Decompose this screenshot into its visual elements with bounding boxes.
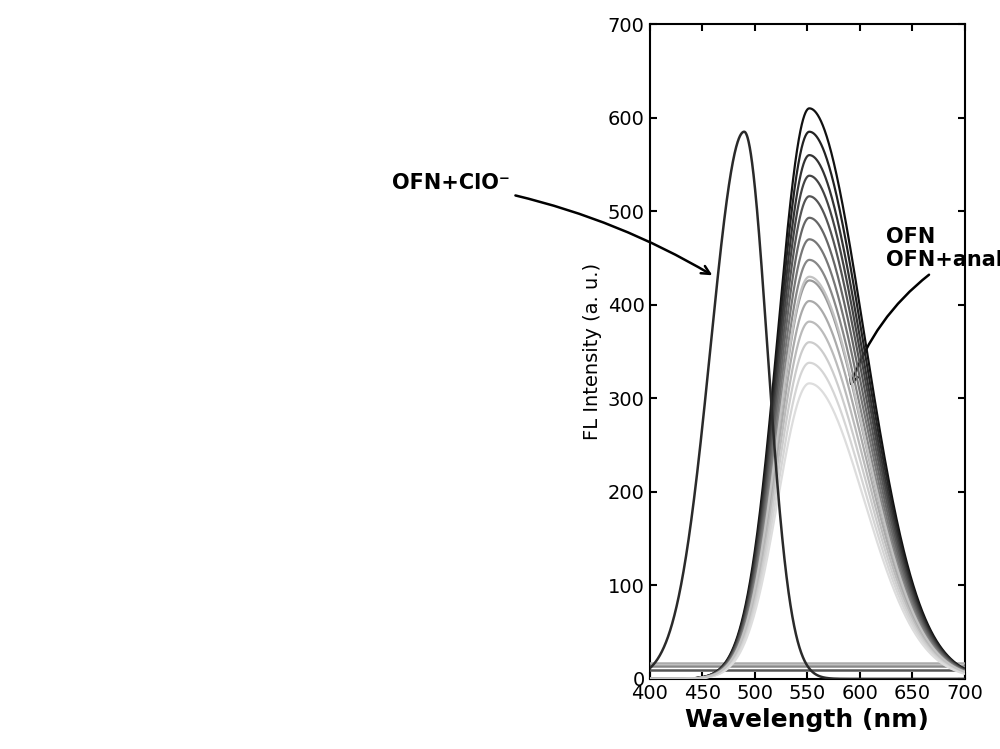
Y-axis label: FL Intensity (a. u.): FL Intensity (a. u.) (583, 263, 602, 440)
Text: OFN
OFN+analytes: OFN OFN+analytes (850, 227, 1000, 383)
X-axis label: Wavelength (nm): Wavelength (nm) (685, 709, 929, 733)
Text: OFN+ClO⁻: OFN+ClO⁻ (392, 173, 710, 274)
